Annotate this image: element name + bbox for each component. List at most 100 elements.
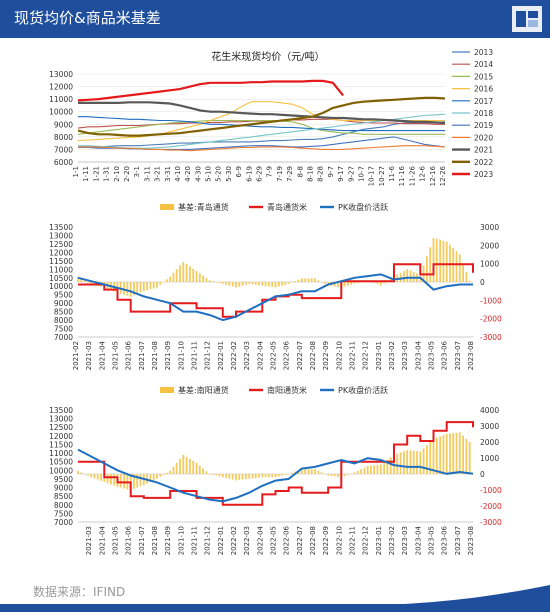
basis-bar (245, 282, 247, 285)
basis-bar (261, 282, 264, 286)
basis-bar (221, 474, 224, 478)
basis-bar (123, 474, 126, 489)
y2-tick-label: 3000 (480, 223, 499, 232)
basis-bar (284, 474, 287, 475)
legend-label: 基差:南阳通货 (178, 385, 229, 395)
x-tick-label: 1-1 (72, 166, 80, 177)
x-tick-label: 2021-05 (112, 341, 120, 370)
x-tick-label: 2022-09 (322, 526, 330, 555)
basis-bar (274, 474, 277, 478)
basis-bar (366, 466, 369, 474)
basis-bar (333, 474, 336, 477)
basis-bar (218, 282, 221, 283)
basis-bar (195, 271, 198, 282)
x-tick-label: 2022-02 (230, 526, 238, 555)
header-bar: 现货均价&商品米基差 (0, 0, 550, 38)
basis-bar (291, 472, 293, 474)
basis-bar (225, 282, 228, 285)
x-tick-label: 5-20 (215, 166, 223, 182)
y-tick-label: 13500 (49, 223, 73, 232)
basis-bar (353, 282, 356, 284)
basis-bar (291, 282, 293, 283)
basis-bar (162, 474, 165, 475)
basis-bar (231, 282, 234, 287)
x-tick-label: 6-29 (256, 166, 264, 182)
basis-bar (83, 280, 86, 282)
basis-bar (136, 474, 139, 488)
chart-nanyang-basis: 基差:南阳通货 南阳通货米 PK收盘价活跃 700075008000850090009… (49, 385, 502, 555)
x-tick-label: 2021-10 (177, 341, 185, 370)
y-tick-label: 12500 (49, 423, 73, 432)
basis-bar (212, 474, 214, 475)
y2-tick-label: 0 (480, 470, 485, 479)
basis-bar (83, 474, 86, 475)
basis-bar (87, 282, 89, 283)
basis-bar (258, 282, 260, 286)
basis-bar (429, 247, 432, 282)
basis-bar (241, 282, 244, 286)
basis-bar (347, 474, 349, 475)
x-tick-label: 11-26 (408, 165, 416, 186)
x-tick-label: 2023-03 (401, 526, 409, 555)
basis-bar (264, 474, 267, 478)
x-tick-label: 12-16 (429, 165, 437, 186)
y2-tick-label: -2000 (480, 315, 502, 324)
basis-bar (198, 465, 201, 474)
y-tick-label: 9000 (54, 120, 73, 129)
basis-bar (353, 472, 356, 474)
basis-bar (445, 434, 448, 474)
y2-tick-label: 0 (480, 278, 485, 287)
basis-bar (172, 466, 175, 474)
basis-bar (307, 278, 310, 282)
basis-bar (241, 474, 244, 480)
basis-bar (396, 453, 399, 474)
basis-bar (284, 282, 287, 285)
basis-bar (215, 474, 218, 476)
x-tick-label: 7-29 (286, 166, 294, 182)
basis-bar (268, 474, 270, 478)
x-tick-label: 2022-04 (256, 525, 264, 555)
basis-bar (77, 470, 79, 474)
basis-bar (231, 474, 234, 480)
x-tick-label: 2022-11 (349, 526, 357, 555)
basis-bar (175, 462, 178, 474)
x-tick-label: 2022-09 (322, 341, 330, 370)
basis-bar (426, 445, 428, 474)
basis-bar (320, 282, 323, 283)
x-tick-label: 2022-08 (309, 526, 317, 555)
x-tick-label: 2023-06 (441, 340, 449, 370)
x-tick-label: 2022-10 (335, 526, 343, 555)
legend-label-2023: 2023 (474, 170, 493, 179)
chart-peanut-spot-price: 花生米现货均价（元/吨） 6000 7000 8000 9000 10000 11000 12… (49, 48, 493, 186)
legend-label: 南阳通货米 (267, 385, 307, 395)
y2-tick-label: 2000 (480, 241, 499, 250)
basis-bar (205, 471, 208, 474)
x-tick-label: 6-9 (235, 166, 243, 177)
legend-label-2014: 2014 (474, 60, 493, 69)
x-tick-label: 2021-09 (164, 341, 172, 370)
basis-bar (373, 465, 376, 474)
basis-bar (149, 282, 152, 290)
basis-bar (356, 282, 359, 283)
basis-bar (90, 282, 93, 284)
basis-bar (146, 282, 149, 291)
basis-bar (445, 241, 448, 282)
basis-bar (455, 432, 458, 474)
x-tick-label: 2022-03 (243, 526, 251, 555)
basis-bar (304, 469, 307, 474)
x-tick-label: 2-10 (113, 166, 121, 182)
y-tick-label: 9000 (54, 484, 73, 493)
chart-title: 花生米现货均价（元/吨） (211, 50, 324, 63)
x-tick-label: 8-18 (306, 166, 314, 182)
basis-bar (403, 451, 405, 474)
basis-bar (422, 448, 425, 474)
x-tick-label: 8-28 (317, 166, 325, 182)
x-tick-label: 2022-10 (335, 341, 343, 370)
x-tick-label: 2023-02 (388, 526, 396, 555)
x-tick-label: 2022-02 (230, 341, 238, 370)
basis-bar (455, 251, 458, 282)
x-tick-label: 2021-03 (85, 341, 93, 370)
basis-bar (110, 474, 112, 485)
basis-bar (304, 278, 307, 282)
basis-bar (300, 278, 303, 282)
